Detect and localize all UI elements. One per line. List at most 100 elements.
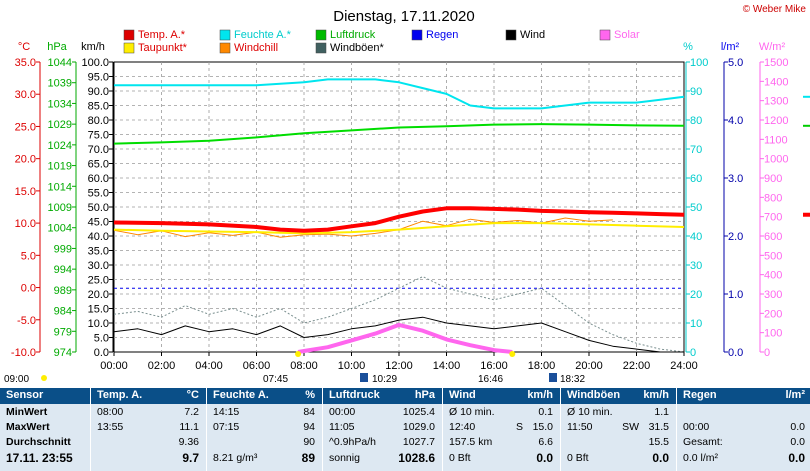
chart-title: Dienstag, 17.11.2020 bbox=[333, 8, 475, 25]
pressure-axis-tick-label: 979 bbox=[54, 326, 72, 338]
legend-swatch bbox=[411, 29, 423, 41]
sun-event-label: 07:45 bbox=[263, 374, 288, 385]
table-column-title: Temp. A. bbox=[97, 389, 143, 401]
solar-axis-tick-label: 300 bbox=[764, 289, 782, 301]
chart-series bbox=[113, 78, 685, 354]
temp-axis-tick-label: 10.0 bbox=[15, 218, 36, 230]
wind-axis-tick-label: 25.0 bbox=[88, 275, 109, 287]
wind-axis-tick-label: 60.0 bbox=[88, 173, 109, 185]
solar-axis-tick-label: 1000 bbox=[764, 154, 788, 166]
solar-axis-tick-label: 1200 bbox=[764, 115, 788, 127]
table-column: Feuchte A.% 14:15 84 07:15 94 90 8.21 g/m³ 89 bbox=[206, 388, 321, 471]
row-label-min: MinWert bbox=[6, 406, 48, 418]
wind-axis-tick-label: 55.0 bbox=[88, 188, 109, 200]
table-cell: 157.5 km 6.6 bbox=[449, 436, 553, 448]
table-cell: 0 Bft 0.0 bbox=[449, 451, 553, 465]
moonset-icon bbox=[549, 373, 557, 382]
table-column: Temp. A. °C 08:00 7.2 13:55 11.1 9.36 9.7 bbox=[90, 388, 205, 471]
pressure-axis-tick-label: 994 bbox=[54, 264, 72, 276]
rain-axis-tick-label: 3.0 bbox=[728, 173, 743, 185]
pressure-axis-tick-label: 1004 bbox=[48, 223, 72, 235]
pressure-axis-tick-label: 1039 bbox=[48, 78, 72, 90]
table-cell: 9.36 bbox=[178, 436, 199, 448]
unit-wind: km/h bbox=[81, 41, 105, 53]
unit-solar: W/m² bbox=[759, 41, 786, 53]
sun-event-label: 10:29 bbox=[372, 374, 397, 385]
credit-label: © Weber Mike bbox=[743, 4, 807, 15]
pressure-axis-tick-label: 989 bbox=[54, 285, 72, 297]
humidity-axis-tick-label: 70 bbox=[690, 144, 702, 156]
legend: Temp. A.* Feuchte A.* Luftdruck Regen Wind So… bbox=[123, 29, 640, 54]
x-axis: 00:00 02:00 04:00 06:00 08:00 10:00 12:00 14:00… bbox=[100, 352, 698, 372]
x-tick-label: 14:00 bbox=[433, 360, 461, 372]
pressure-axis-tick-label: 1019 bbox=[48, 161, 72, 173]
series-luftdruck bbox=[113, 123, 685, 145]
solar-axis-tick-label: 1400 bbox=[764, 76, 788, 88]
table-cell: 11:05 1029.0 bbox=[329, 421, 435, 433]
unit-temp: °C bbox=[18, 41, 30, 53]
wind-axis-tick-label: 70.0 bbox=[88, 144, 109, 156]
temp-axis-tick-label: 15.0 bbox=[15, 186, 36, 198]
wind-axis-tick-label: 95.0 bbox=[88, 72, 109, 84]
wind-axis-tick-label: 90.0 bbox=[88, 86, 109, 98]
wind-axis-tick-label: 75.0 bbox=[88, 130, 109, 142]
legend-swatch bbox=[599, 29, 611, 41]
legend-swatch bbox=[315, 42, 327, 54]
table-cell bbox=[677, 405, 810, 420]
humidity-axis-tick-label: 80 bbox=[690, 115, 702, 127]
pressure-axis-tick-label: 999 bbox=[54, 243, 72, 255]
series-wind bbox=[113, 316, 684, 353]
legend-label: Solar bbox=[614, 29, 640, 41]
sun-event-label: 18:32 bbox=[560, 374, 585, 385]
humidity-axis-tick-label: 60 bbox=[690, 173, 702, 185]
pressure-axis-tick-label: 974 bbox=[54, 347, 72, 359]
humidity-axis-tick-label: 50 bbox=[690, 202, 702, 214]
table-column-unit: °C bbox=[186, 389, 199, 401]
series-temp-a bbox=[113, 206, 685, 233]
legend-label: Wind bbox=[520, 29, 545, 41]
row-label-current: 17.11. 23:55 bbox=[6, 451, 73, 465]
table-cell: 8.21 g/m³ 89 bbox=[213, 451, 315, 465]
pressure-axis-tick-label: 1009 bbox=[48, 202, 72, 214]
header-sensor: Sensor bbox=[6, 389, 44, 401]
temp-axis-tick-label: 20.0 bbox=[15, 154, 36, 166]
temp-axis-tick-label: -5.0 bbox=[17, 315, 36, 327]
x-tick-label: 08:00 bbox=[290, 360, 318, 372]
solar-axis-tick-label: 0 bbox=[764, 347, 770, 359]
temp-axis-tick-label: 0.0 bbox=[21, 283, 36, 295]
table-column-title: Luftdruck bbox=[329, 389, 380, 401]
right-axes: 10090807060504030201005.04.03.02.01.00.0… bbox=[685, 57, 810, 359]
sun-events: 09:00 07:45 10:29 16:46 18:32 bbox=[4, 351, 585, 385]
left-axes: 35.0 30.0 25.0 20.0 15.0 10.0 5.0 0.0 -5.0 -10.0 1… bbox=[11, 57, 114, 359]
sunset-icon bbox=[509, 351, 516, 357]
solar-axis-tick-label: 1300 bbox=[764, 96, 788, 108]
table-cell: sonnig 1028.6 bbox=[329, 451, 435, 465]
unit-humidity: % bbox=[683, 41, 693, 53]
wind-axis-tick-label: 20.0 bbox=[88, 289, 109, 301]
x-tick-label: 02:00 bbox=[148, 360, 176, 372]
rain-axis-tick-label: 0.0 bbox=[728, 347, 743, 359]
pressure-axis-tick-label: 1014 bbox=[48, 181, 72, 193]
legend-label: Regen bbox=[426, 29, 458, 41]
wind-axis-tick-label: 50.0 bbox=[88, 202, 109, 214]
temp-axis-tick-label: 35.0 bbox=[15, 57, 36, 69]
solar-axis-tick-label: 1100 bbox=[764, 134, 788, 146]
x-tick-label: 12:00 bbox=[385, 360, 413, 372]
solar-axis-tick-label: 700 bbox=[764, 212, 782, 224]
pressure-axis-tick-label: 1024 bbox=[48, 140, 72, 152]
x-tick-label: 06:00 bbox=[243, 360, 271, 372]
rain-axis-tick-label: 2.0 bbox=[728, 231, 743, 243]
pressure-axis-tick-label: 1034 bbox=[48, 98, 72, 110]
x-tick-label: 00:00 bbox=[100, 360, 128, 372]
table-cell: 07:15 94 bbox=[213, 421, 315, 433]
wind-axis-tick-label: 85.0 bbox=[88, 101, 109, 113]
pressure-axis-tick-label: 1044 bbox=[48, 57, 72, 69]
legend-swatch bbox=[315, 29, 327, 41]
solar-axis-tick-label: 900 bbox=[764, 173, 782, 185]
table-cell: 14:15 84 bbox=[213, 406, 315, 418]
wind-axis-tick-label: 35.0 bbox=[88, 246, 109, 258]
table-column-unit: % bbox=[305, 389, 315, 401]
x-tick-label: 16:00 bbox=[480, 360, 508, 372]
x-tick-label: 24:00 bbox=[670, 360, 698, 372]
weather-chart: Dienstag, 17.11.2020 © Weber Mike Temp. … bbox=[4, 4, 810, 385]
